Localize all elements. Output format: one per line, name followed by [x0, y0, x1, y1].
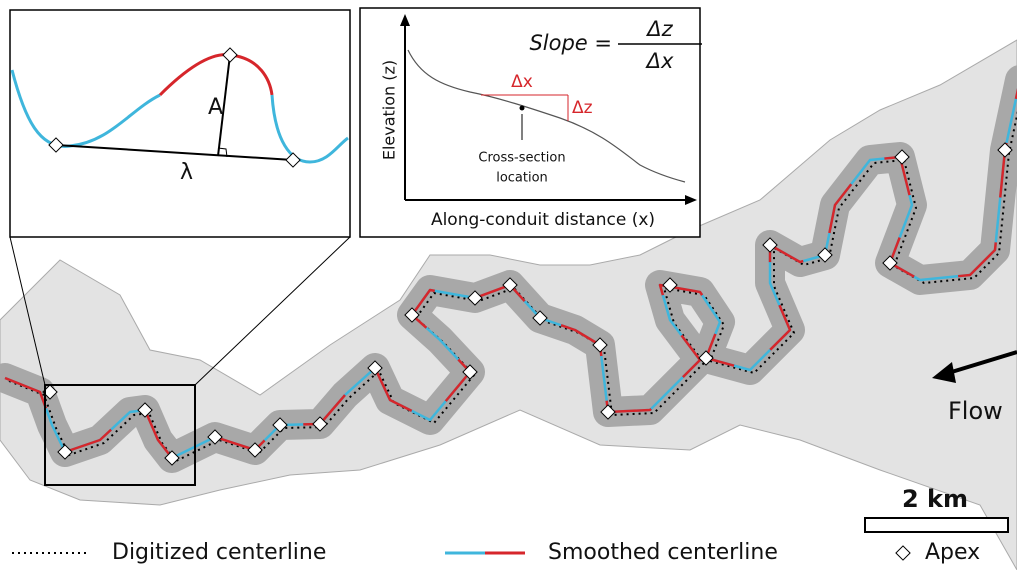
apex [312, 416, 328, 432]
apex [42, 384, 58, 400]
cross-section-label: Cross-section [478, 151, 565, 166]
cross-section-point [519, 105, 525, 111]
inset-frame [359, 7, 701, 238]
legend-label: Apex [925, 540, 980, 565]
y-axis-label: Elevation (z) [380, 60, 399, 160]
axis-arrow [685, 195, 697, 205]
legend-label: Smoothed centerline [548, 540, 778, 565]
apex [882, 255, 898, 271]
flow-label: Flow [948, 397, 1003, 425]
legend-label: Digitized centerline [112, 540, 326, 565]
smoothed-centerline-curved [4, 88, 1017, 460]
apex [48, 137, 64, 153]
flow-arrowhead [932, 362, 956, 383]
right-angle [217, 147, 228, 158]
amplitude-label: A [208, 95, 223, 120]
profile-inset: Δx Δz Cross-section location Elevation (… [359, 7, 702, 238]
legend-swatch [895, 545, 911, 561]
apexes [42, 142, 1013, 466]
flow-arrow [944, 350, 1017, 376]
profile-curve [407, 49, 686, 183]
apex [592, 337, 608, 353]
apex [57, 444, 73, 460]
apex [404, 307, 420, 323]
digitized-centerline [8, 110, 1017, 463]
amplitude-line [217, 54, 231, 157]
meander-inset: A λ [9, 9, 351, 238]
apex [894, 149, 910, 165]
formula-numerator: Δz [645, 17, 673, 41]
apex [272, 417, 288, 433]
apex [137, 402, 153, 418]
formula-denominator: Δx [645, 49, 674, 73]
zoom-box [44, 384, 196, 486]
apex [600, 404, 616, 420]
apex [222, 47, 238, 63]
apex [285, 152, 301, 168]
dz-label: Δz [572, 98, 593, 118]
inset-curve [270, 94, 349, 164]
apex [467, 290, 483, 306]
apex [698, 350, 714, 366]
inset-frame [9, 9, 351, 238]
apex [164, 450, 180, 466]
apex [462, 364, 478, 380]
cross-section-label: location [496, 171, 548, 186]
legend: Digitized centerline Smoothed centerline… [12, 540, 980, 565]
apex [532, 310, 548, 326]
apex [247, 442, 263, 458]
x-axis-label: Along-conduit distance (x) [431, 210, 655, 230]
wavelength-label: λ [180, 160, 193, 185]
zoom-line [9, 236, 46, 386]
apex [662, 277, 678, 293]
apex [762, 237, 778, 253]
scale-label: 2 km [902, 485, 968, 513]
wavelength-line [55, 144, 294, 161]
apex [207, 429, 223, 445]
axis-arrow [400, 14, 410, 26]
apex [817, 247, 833, 263]
apex [997, 142, 1013, 158]
formula-lhs: Slope = [529, 31, 612, 55]
dx-label: Δx [511, 72, 533, 92]
map: Flow 2 km [0, 39, 1017, 570]
scale-bar [864, 517, 1009, 533]
apex [367, 360, 383, 376]
apex [502, 277, 518, 293]
zoom-line [194, 236, 351, 386]
